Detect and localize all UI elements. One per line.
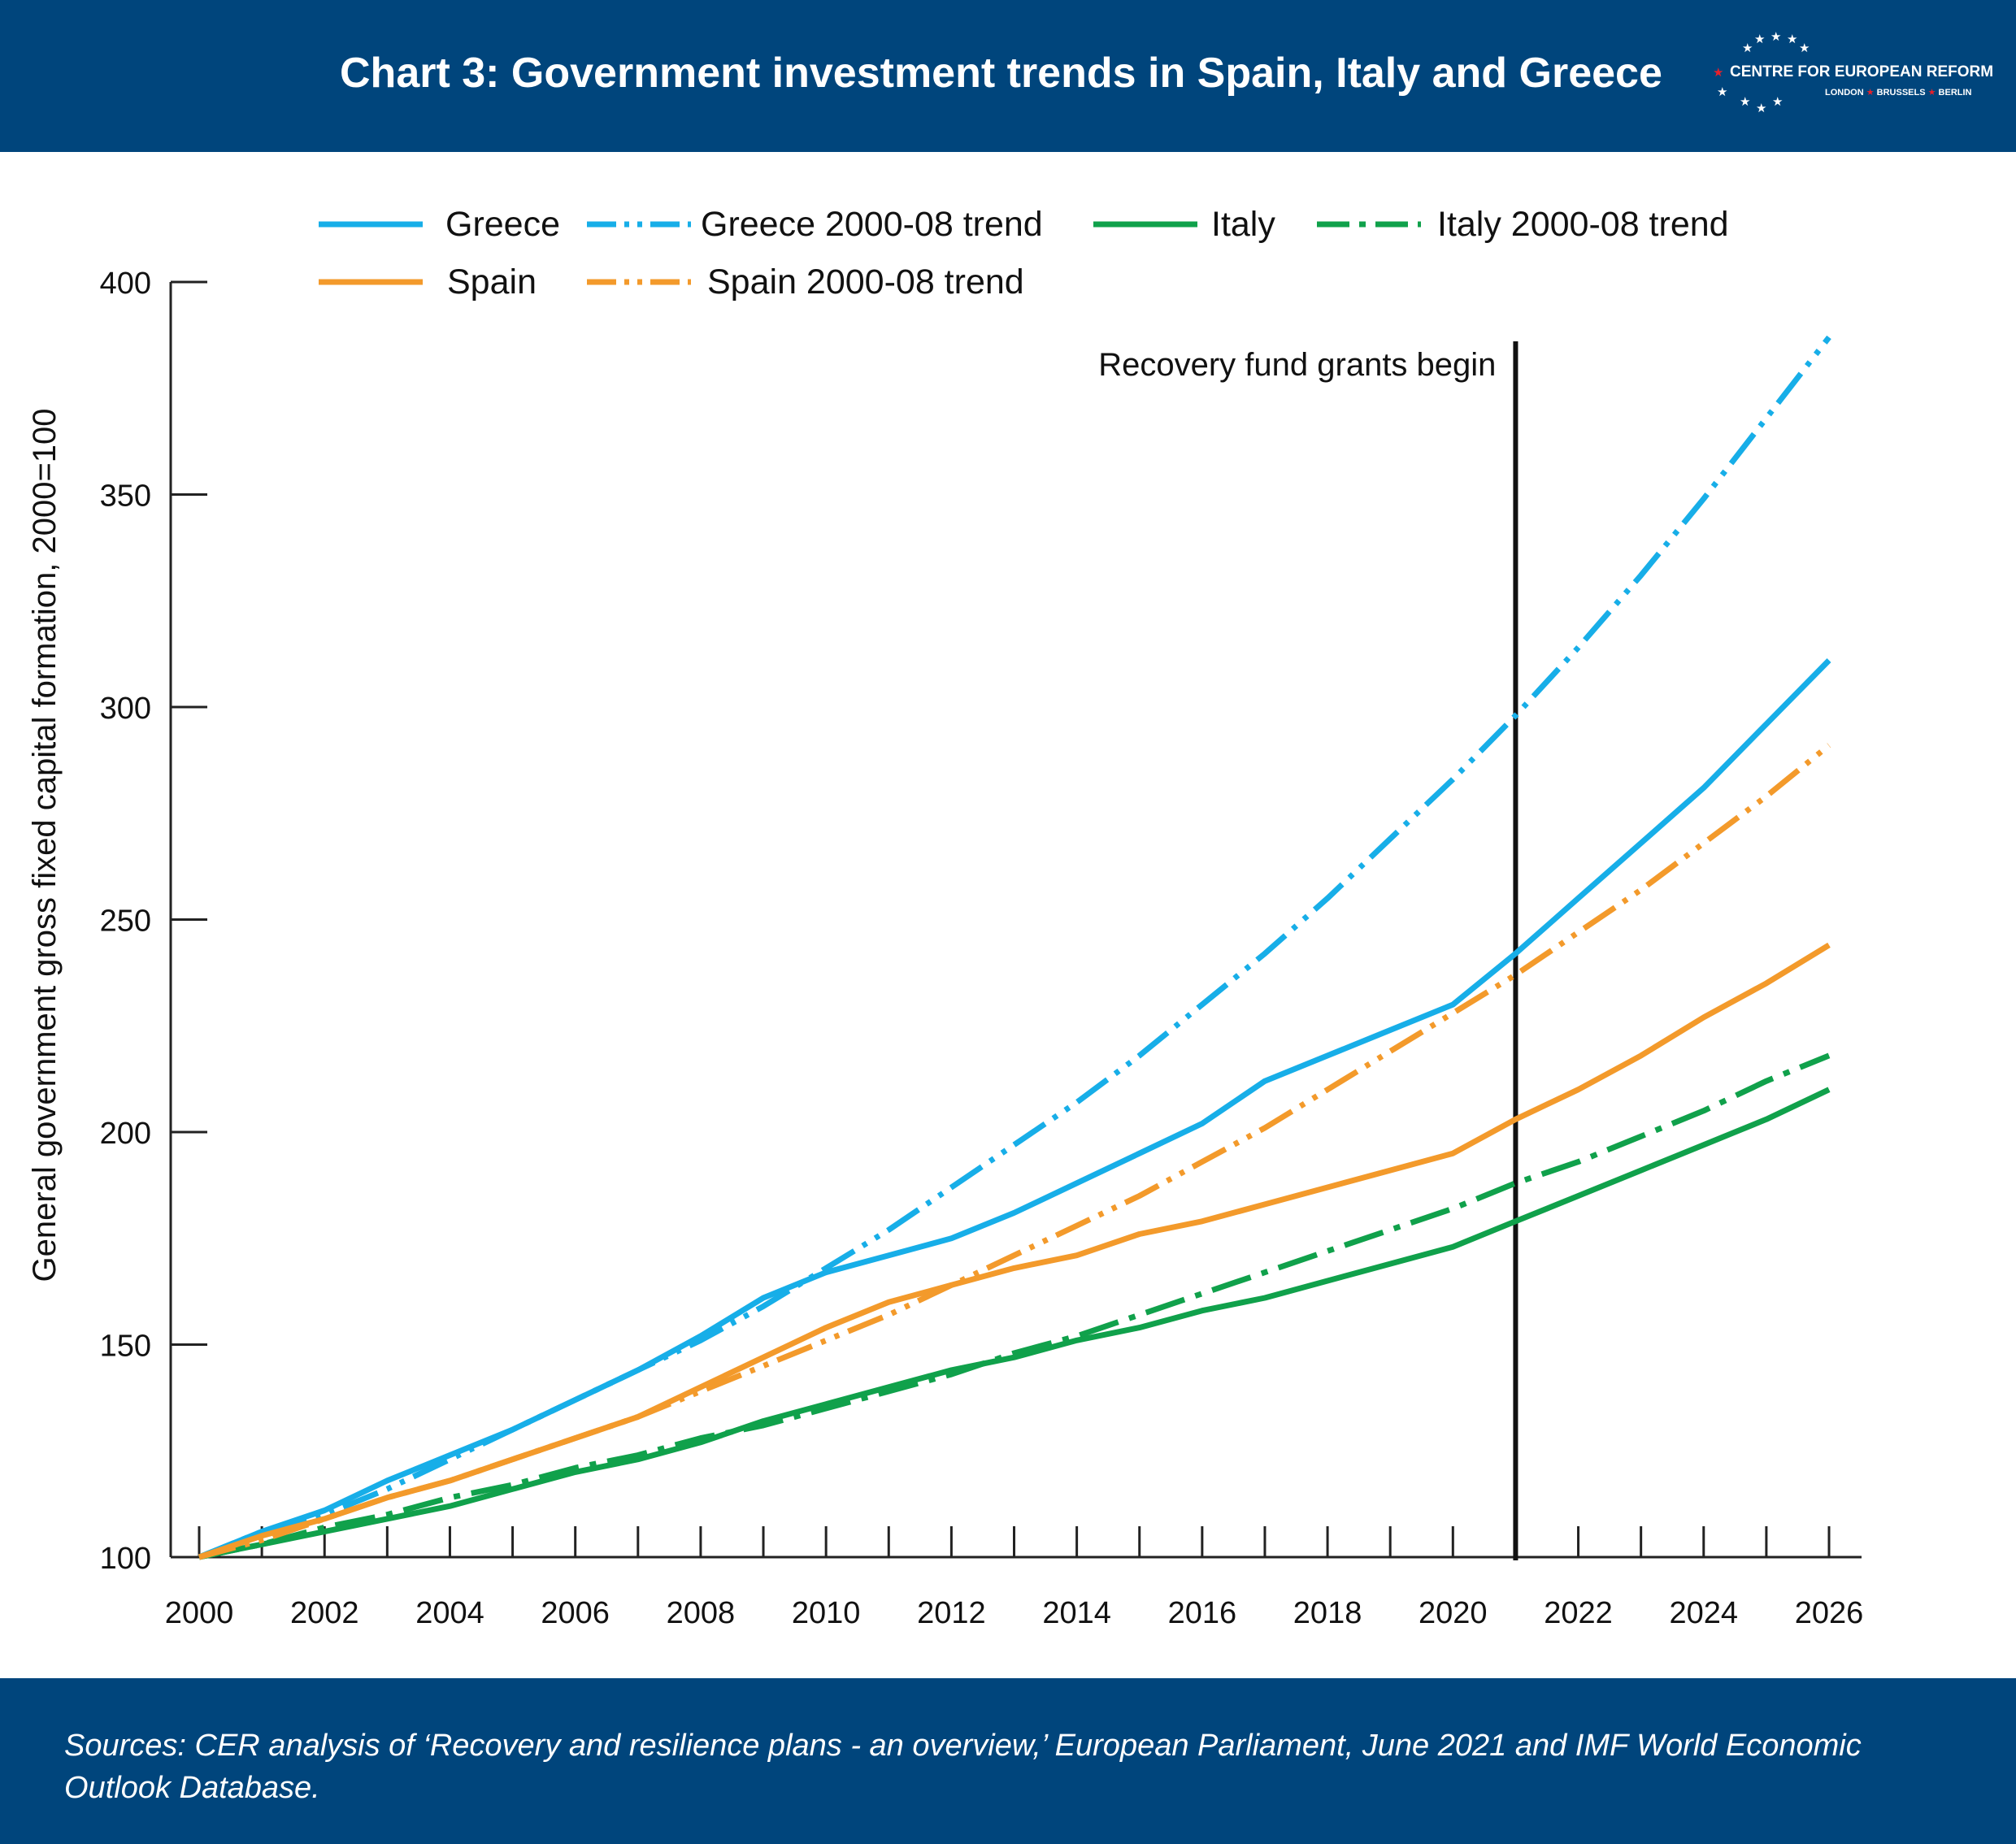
y-tick-label: 300: [100, 692, 151, 726]
logo-cities: LONDON ★ BRUSSELS ★ BERLIN: [1825, 87, 1972, 98]
logo-star-icon: ★: [1754, 33, 1766, 46]
x-tick-label: 2002: [290, 1596, 359, 1630]
series-line: [198, 658, 1831, 1560]
cer-logo: ★ ★ ★ ★ ★ ★ ★ ★ ★ ★ CENTRE FOR EUROPEAN …: [1707, 30, 1993, 120]
series-line: [198, 1052, 1831, 1560]
x-tick-label: 2010: [792, 1596, 861, 1630]
x-tick-label: 2012: [917, 1596, 986, 1630]
source-note: Sources: CER analysis of ‘Recovery and r…: [64, 1729, 1862, 1805]
legend-label: Spain: [447, 262, 537, 302]
logo-separator-icon: ★: [1863, 88, 1877, 98]
series-line: [198, 1087, 1831, 1560]
x-tick-label: 2004: [415, 1596, 484, 1630]
logo-city: BERLIN: [1938, 88, 1972, 98]
x-tick-label: 2006: [541, 1596, 610, 1630]
logo-separator-icon: ★: [1925, 88, 1939, 98]
x-tick-label: 2020: [1419, 1596, 1488, 1630]
x-tick-label: 2026: [1795, 1596, 1864, 1630]
logo-star-icon: ★: [1787, 33, 1798, 46]
footer-bar: Sources: CER analysis of ‘Recovery and r…: [0, 1678, 2016, 1844]
logo-star-icon: ★: [1713, 66, 1724, 80]
legend-label: Italy: [1211, 205, 1275, 244]
logo-star-icon: ★: [1742, 41, 1753, 55]
y-tick-label: 350: [100, 479, 151, 514]
x-tick-label: 2014: [1042, 1596, 1111, 1630]
logo-star-icon: ★: [1740, 95, 1751, 109]
chart-title: Chart 3: Government investment trends in…: [340, 50, 1662, 97]
x-tick-label: 2024: [1669, 1596, 1738, 1630]
annotation-label: Recovery fund grants begin: [1098, 347, 1496, 383]
series-line: [198, 942, 1831, 1560]
y-tick-label: 150: [100, 1330, 151, 1364]
series-line: [198, 743, 1831, 1560]
series-line: [198, 335, 1831, 1560]
y-axis-title: General government gross fixed capital f…: [27, 408, 63, 1282]
chart-area: 100 150 200 250 300 350 400 2000 2002 2004 2006 200…: [27, 205, 1864, 1630]
x-tick-label: 2016: [1168, 1596, 1237, 1630]
x-tick-label: 2000: [165, 1596, 234, 1630]
y-tick-label: 100: [100, 1542, 151, 1576]
x-tick-label: 2018: [1293, 1596, 1362, 1630]
y-tick-label: 250: [100, 905, 151, 939]
y-tick-label: 400: [100, 267, 151, 301]
logo-name: CENTRE FOR EUROPEAN REFORM: [1730, 63, 1994, 80]
header-bar: Chart 3: Government investment trends in…: [0, 0, 2016, 152]
legend-label: Greece: [445, 205, 560, 244]
logo-star-icon: ★: [1772, 95, 1784, 109]
x-tick-label: 2022: [1544, 1596, 1613, 1630]
legend-label: Italy 2000-08 trend: [1437, 205, 1729, 244]
x-tick-label: 2008: [667, 1596, 736, 1630]
logo-star-icon: ★: [1717, 85, 1728, 99]
logo-star-icon: ★: [1756, 102, 1767, 115]
logo-star-icon: ★: [1799, 41, 1810, 55]
logo-city: LONDON: [1825, 88, 1864, 98]
legend-label: Greece 2000-08 trend: [701, 205, 1043, 244]
logo-city: BRUSSELS: [1876, 88, 1926, 98]
logo-star-icon: ★: [1771, 30, 1782, 44]
y-tick-label: 200: [100, 1117, 151, 1151]
legend-label: Spain 2000-08 trend: [707, 262, 1024, 302]
